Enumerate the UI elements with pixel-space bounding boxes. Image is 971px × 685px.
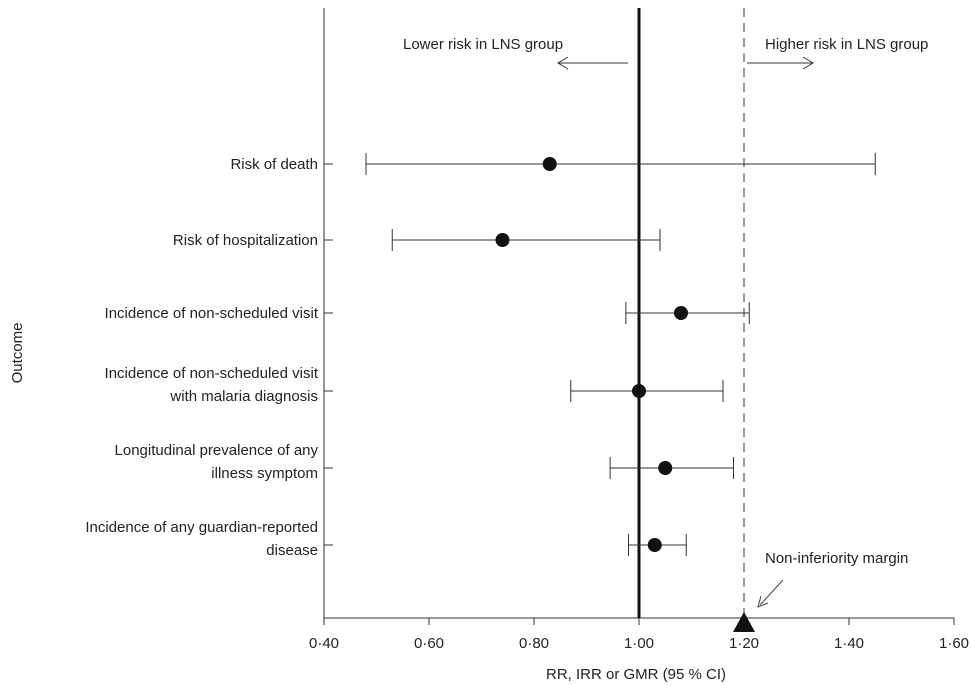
outcome-label: Incidence of non-scheduled visit <box>105 305 319 322</box>
x-tick-label: 0·60 <box>414 635 444 652</box>
x-tick-label: 1·00 <box>624 635 654 652</box>
margin-pointer-arrowhead <box>757 595 769 608</box>
higher-risk-arrowhead <box>802 56 814 70</box>
non-inferiority-margin-marker <box>733 612 755 632</box>
lower-risk-annotation: Lower risk in LNS group <box>403 36 563 53</box>
outcome-label: Incidence of any guardian-reported <box>85 519 318 536</box>
outcome-row: Incidence of non-scheduled visit with mal… <box>105 365 724 405</box>
higher-risk-annotation: Higher risk in LNS group <box>765 36 928 53</box>
outcome-label: with malaria diagnosis <box>169 388 318 405</box>
outcome-row: Incidence of any guardian-reported diseas… <box>85 519 687 559</box>
point-estimate <box>632 384 646 398</box>
outcome-label: disease <box>266 542 318 559</box>
outcome-label: Longitudinal prevalence of any <box>115 442 319 459</box>
outcome-label: Risk of death <box>230 156 318 173</box>
x-tick-label: 0·80 <box>519 635 549 652</box>
annotations: Lower risk in LNS group Higher risk in L… <box>403 36 928 608</box>
outcome-row: Risk of hospitalization <box>173 229 661 251</box>
point-estimate <box>647 538 662 552</box>
point-estimate <box>542 157 557 171</box>
axes-layer: 0·40 0·60 0·80 1·00 1·20 1·40 1·60 <box>309 8 969 652</box>
outcome-label: Risk of hospitalization <box>173 232 318 249</box>
x-tick-label: 1·60 <box>939 635 969 652</box>
x-tick-label: 0·40 <box>309 635 339 652</box>
outcome-label: Incidence of non-scheduled visit <box>105 365 319 382</box>
outcome-label: illness symptom <box>211 465 318 482</box>
y-axis-title: Outcome <box>9 323 26 384</box>
x-tick-label: 1·20 <box>729 635 759 652</box>
point-estimate <box>658 461 673 475</box>
outcome-rows: Risk of death Risk of hospitalization Inci… <box>85 153 876 559</box>
outcome-row: Incidence of non-scheduled visit <box>105 302 750 324</box>
margin-pointer-arrow <box>759 579 784 606</box>
outcome-row: Longitudinal prevalence of any illness sy… <box>115 442 734 482</box>
x-axis-title: RR, IRR or GMR (95 % CI) <box>546 666 726 683</box>
x-tick-label: 1·40 <box>834 635 864 652</box>
lower-risk-arrowhead <box>557 56 569 70</box>
non-inferiority-margin-annotation: Non-inferiority margin <box>765 550 908 567</box>
point-estimate <box>674 306 688 320</box>
point-estimate <box>495 233 510 247</box>
outcome-row: Risk of death <box>230 153 876 175</box>
